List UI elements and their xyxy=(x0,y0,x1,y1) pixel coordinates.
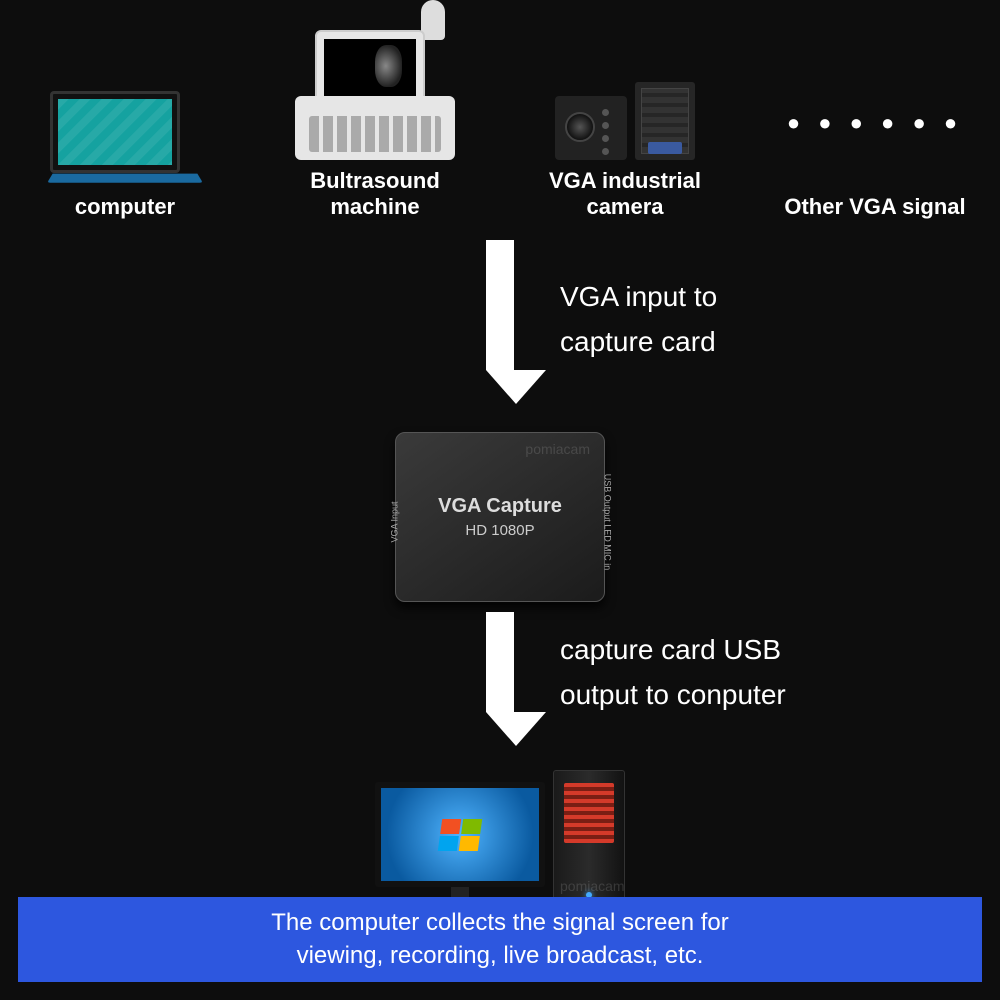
flow-label-2: capture card USB output to conputer xyxy=(560,628,786,718)
monitor-icon xyxy=(375,782,545,915)
port-label-left: VGA Input xyxy=(390,501,400,542)
destination-computer xyxy=(375,770,625,915)
card-title: VGA Capture xyxy=(438,495,562,518)
device-computer: computer xyxy=(15,56,235,220)
arrow-down-1 xyxy=(486,240,514,404)
device-industrial-camera: VGA industrial camera xyxy=(515,30,735,220)
device-ultrasound: Bultrasound machine xyxy=(265,30,485,220)
card-subtitle: HD 1080P xyxy=(465,522,534,539)
arrow-down-2 xyxy=(486,612,514,746)
ellipsis-dots: ● ● ● ● ● ● xyxy=(787,110,963,136)
footer-caption: The computer collects the signal screen … xyxy=(18,897,982,982)
port-label-right: USB Output LED MIC in xyxy=(603,474,613,571)
capture-card: pomiacam VGA Input VGA Capture HD 1080P … xyxy=(395,432,605,602)
device-label: Other VGA signal xyxy=(765,194,985,220)
tablet-icon xyxy=(50,91,180,173)
flow-label-1: VGA input to capture card xyxy=(560,275,717,365)
watermark: pomiacam xyxy=(525,441,590,457)
camera-icon xyxy=(555,82,695,160)
source-devices-row: computer Bultrasound machine VGA industr… xyxy=(0,30,1000,220)
ultrasound-icon xyxy=(295,30,455,160)
pc-tower-icon xyxy=(553,770,625,915)
device-label: VGA industrial camera xyxy=(515,168,735,220)
device-label: Bultrasound machine xyxy=(265,168,485,220)
device-other-vga: ● ● ● ● ● ● Other VGA signal xyxy=(765,56,985,220)
device-label: computer xyxy=(15,194,235,220)
